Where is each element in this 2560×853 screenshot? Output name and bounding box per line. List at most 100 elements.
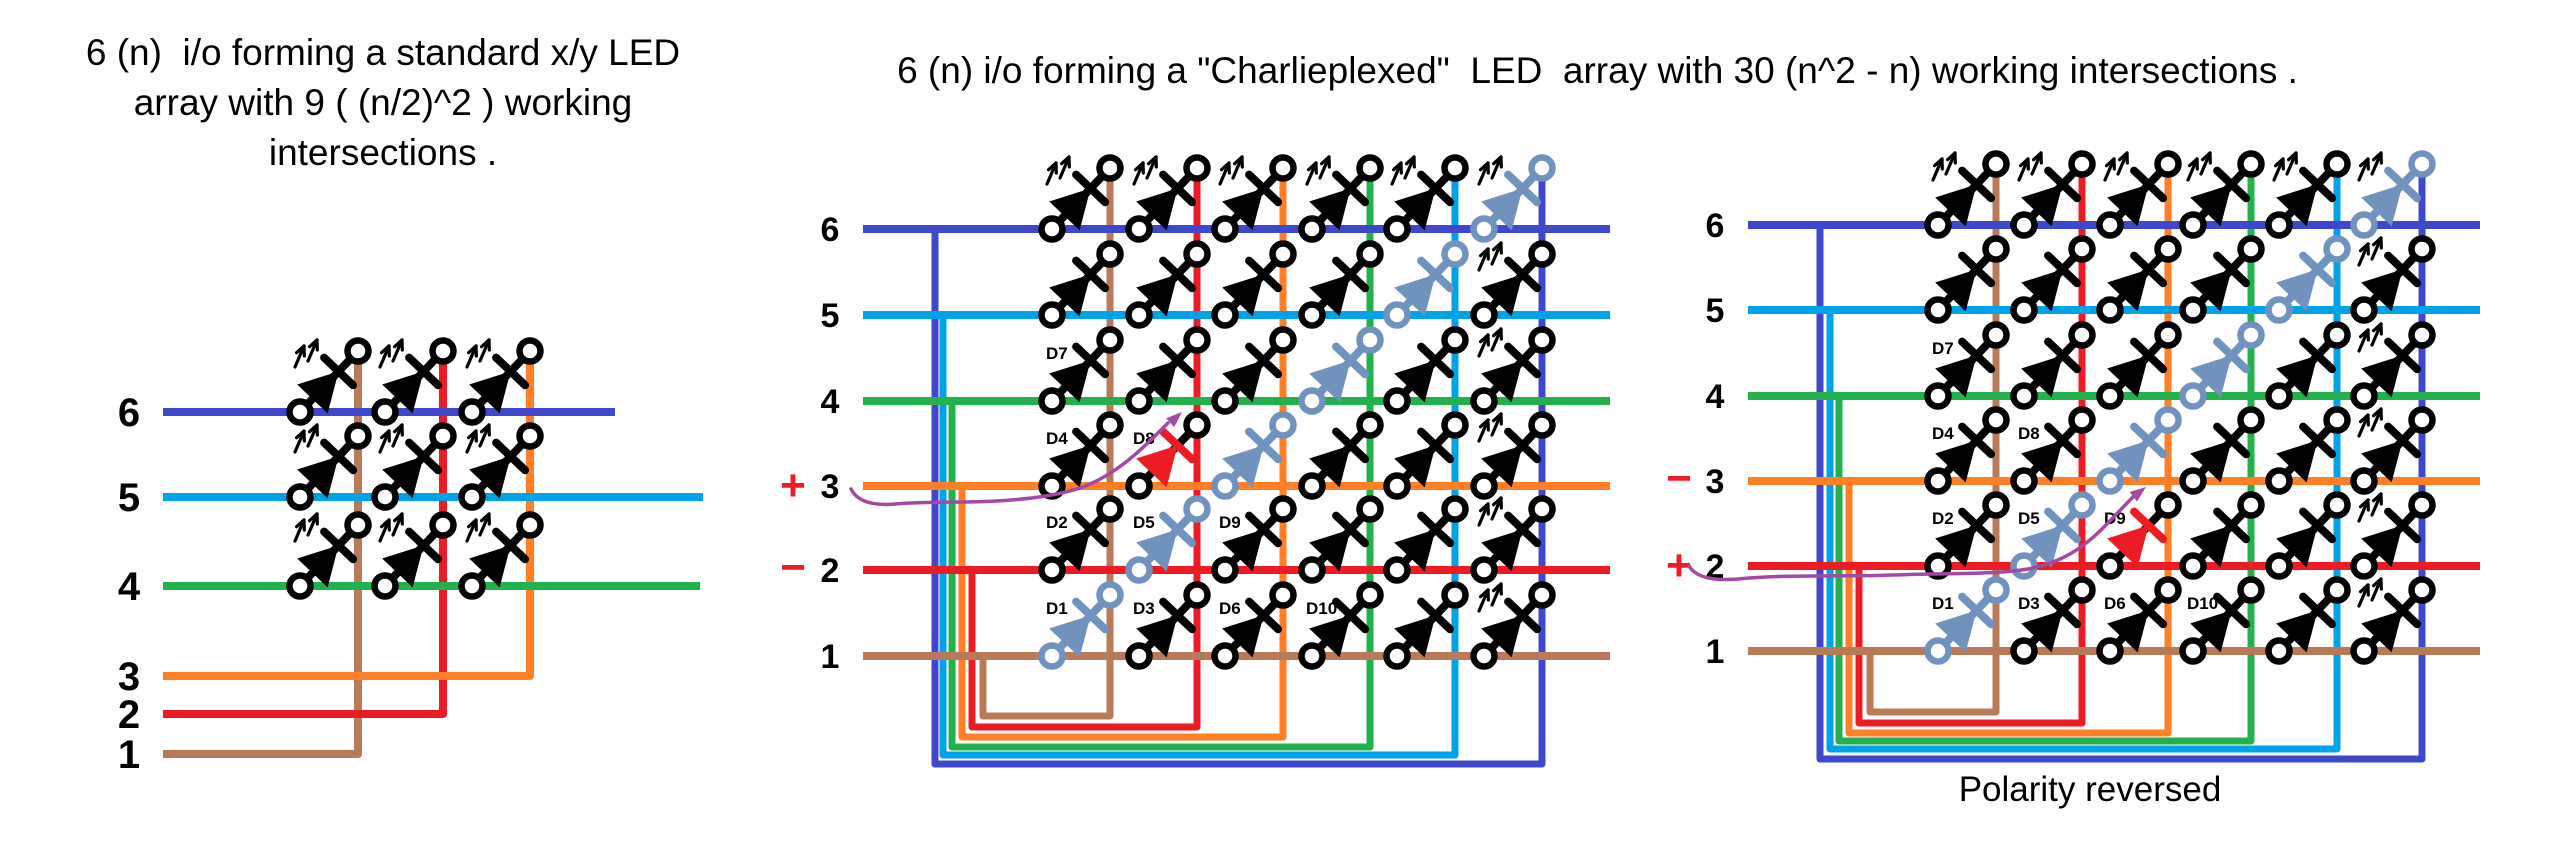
charlie-reversed-led-r4c6 [2350,321,2436,410]
charlie-led-r4c6 [1470,326,1556,415]
charlie-led-r5c4 [1298,240,1384,329]
std-row-number-1: 1 [118,733,140,777]
charlie-row-number-1: 1 [821,638,840,676]
charlie-reversed-led-r3c1: D4 [1924,406,2010,495]
led-label-D2: D2 [1932,509,1954,528]
std-led-r6c3 [458,337,544,426]
charlie-reversed-led-r6c4 [2179,150,2265,239]
charlie-led-r4c2 [1125,326,1211,415]
charlie-led-r4c1: D7 [1038,326,1124,415]
std-io2-wire [163,352,447,718]
polarity-caption: Polarity reversed [1958,770,2222,809]
charlie-led-r3c6 [1470,411,1556,500]
charlie-reversed-led-r2c4 [2179,491,2265,580]
charlie-led-r6c3 [1211,154,1297,243]
charlie-led-r6c5 [1383,154,1469,243]
charlie-reversed-led-r1c4: D10 [2179,576,2265,665]
charlie-led-r2c2: D5 [1125,495,1211,584]
charlie-reversed-io3-wrap-wire [1845,164,2172,737]
std-led-r4c2 [371,511,457,600]
charlie-reversed-io1-wrap-wire [1866,164,2000,716]
led-label-D4: D4 [1046,429,1068,448]
charlie-reversed-led-r6c6 [2350,150,2436,239]
led-label-D3: D3 [2018,594,2040,613]
std-led-r4c1 [286,511,372,600]
std-row-number-5: 5 [118,476,140,520]
led-label-D3: D3 [1133,599,1155,618]
charlie-reversed-led-r5c5 [2265,235,2351,324]
std-row-number-2: 2 [118,693,140,737]
charlie-led-r6c2 [1125,154,1211,243]
charlie-reversed-row-number-2: 2 [1706,548,1725,586]
charlie-row-number-6: 6 [821,211,840,249]
charlie-led-r1c1: D1 [1038,581,1124,670]
charlie-row-number-3: 3 [821,468,840,506]
std-led-r5c3 [458,422,544,511]
charlie-row-number-5: 5 [821,297,840,335]
led-label-D5: D5 [1133,513,1155,532]
charlie-led-r3c2: D8 [1125,411,1211,500]
charlie-reversed-row-number-3: 3 [1706,463,1725,501]
charlie-reversed-row-number-5: 5 [1706,292,1725,330]
charlie-led-r4c4 [1298,326,1384,415]
charlie-led-r1c2: D3 [1125,581,1211,670]
charlie-reversed-led-r4c3 [2096,321,2182,410]
led-label-D5: D5 [2018,509,2040,528]
charlie-led-r5c1 [1038,240,1124,329]
led-label-D1: D1 [1932,594,1954,613]
charlie-reversed-led-r2c5 [2265,491,2351,580]
led-label-D6: D6 [2104,594,2126,613]
charlie-reversed-row-number-4: 4 [1706,378,1725,416]
led-label-D9: D9 [1219,513,1241,532]
led-label-D10: D10 [2187,594,2218,613]
charlie-reversed-led-r6c1 [1924,150,2010,239]
std-led-r5c2 [371,422,457,511]
charlie-led-r2c3: D9 [1211,495,1297,584]
std-led-r4c3 [458,511,544,600]
charlie-led-r4c3 [1211,326,1297,415]
charlie-reversed-io5-wrap-wire [1826,164,2341,753]
charlie-led-r3c3 [1211,411,1297,500]
charlie-led-r2c1: D2 [1038,495,1124,584]
charlie-io1-wrap-wire [979,168,1114,720]
charlie-led-r2c5 [1383,495,1469,584]
charlie-reversed-led-r2c3: D9 [2096,491,2182,580]
std-row-number-3: 3 [118,655,140,699]
charlie-reversed-led-r1c6 [2350,576,2436,665]
charlie-reversed-led-r3c6 [2350,406,2436,495]
charlie-reversed-led-r1c2: D3 [2010,576,2096,665]
charlie-led-r2c6 [1470,495,1556,584]
charlie-row-number-2: 2 [821,552,840,590]
charlie-led-r1c3: D6 [1211,581,1297,670]
charlie-io5-wrap-wire [939,168,1459,759]
charlie-led-r6c4 [1298,154,1384,243]
charlie-io6-wrap-wire [931,168,1546,768]
led-label-D4: D4 [1932,424,1954,443]
charlie: 6 5 4 3 2 1 + − D7 D4 D8 D2 D5 D9 D1 D3 D6 D10 [780,154,1610,768]
charlie-reversed-lit-led-pointer-arrow [1687,487,2146,582]
charlie-reversed-led-r2c2: D5 [2010,491,2096,580]
charlie-reversed-led-r6c3 [2096,150,2182,239]
charlie-reversed-led-r5c4 [2179,235,2265,324]
charlie-reversed-led-r3c3 [2096,406,2182,495]
charlie-reversed-io6-wrap-wire [1816,164,2426,763]
led-label-D2: D2 [1046,513,1068,532]
charlie-reversed-led-r4c1: D7 [1924,321,2010,410]
charlie-minus-sign: − [780,543,806,592]
std-row-number-4: 4 [118,565,141,609]
charlie-lit-led-pointer-arrow [849,412,1182,507]
charlie-reversed-row-number-6: 6 [1706,207,1725,245]
charlie-led-r5c2 [1125,240,1211,329]
charlie-reversed-led-r5c1 [1924,235,2010,324]
std-row-number-6: 6 [118,391,140,435]
charlie-led-r5c5 [1383,240,1469,329]
charlie-reversed-led-r4c2 [2010,321,2096,410]
charlie-led-r1c4: D10 [1298,581,1384,670]
charlie-reversed-led-r1c5 [2265,576,2351,665]
charlie-led-r1c5 [1383,581,1469,670]
charlie-led-r3c4 [1298,411,1384,500]
charlie-reversed-led-r1c1: D1 [1924,576,2010,665]
charlie-reversed-led-r4c5 [2265,321,2351,410]
